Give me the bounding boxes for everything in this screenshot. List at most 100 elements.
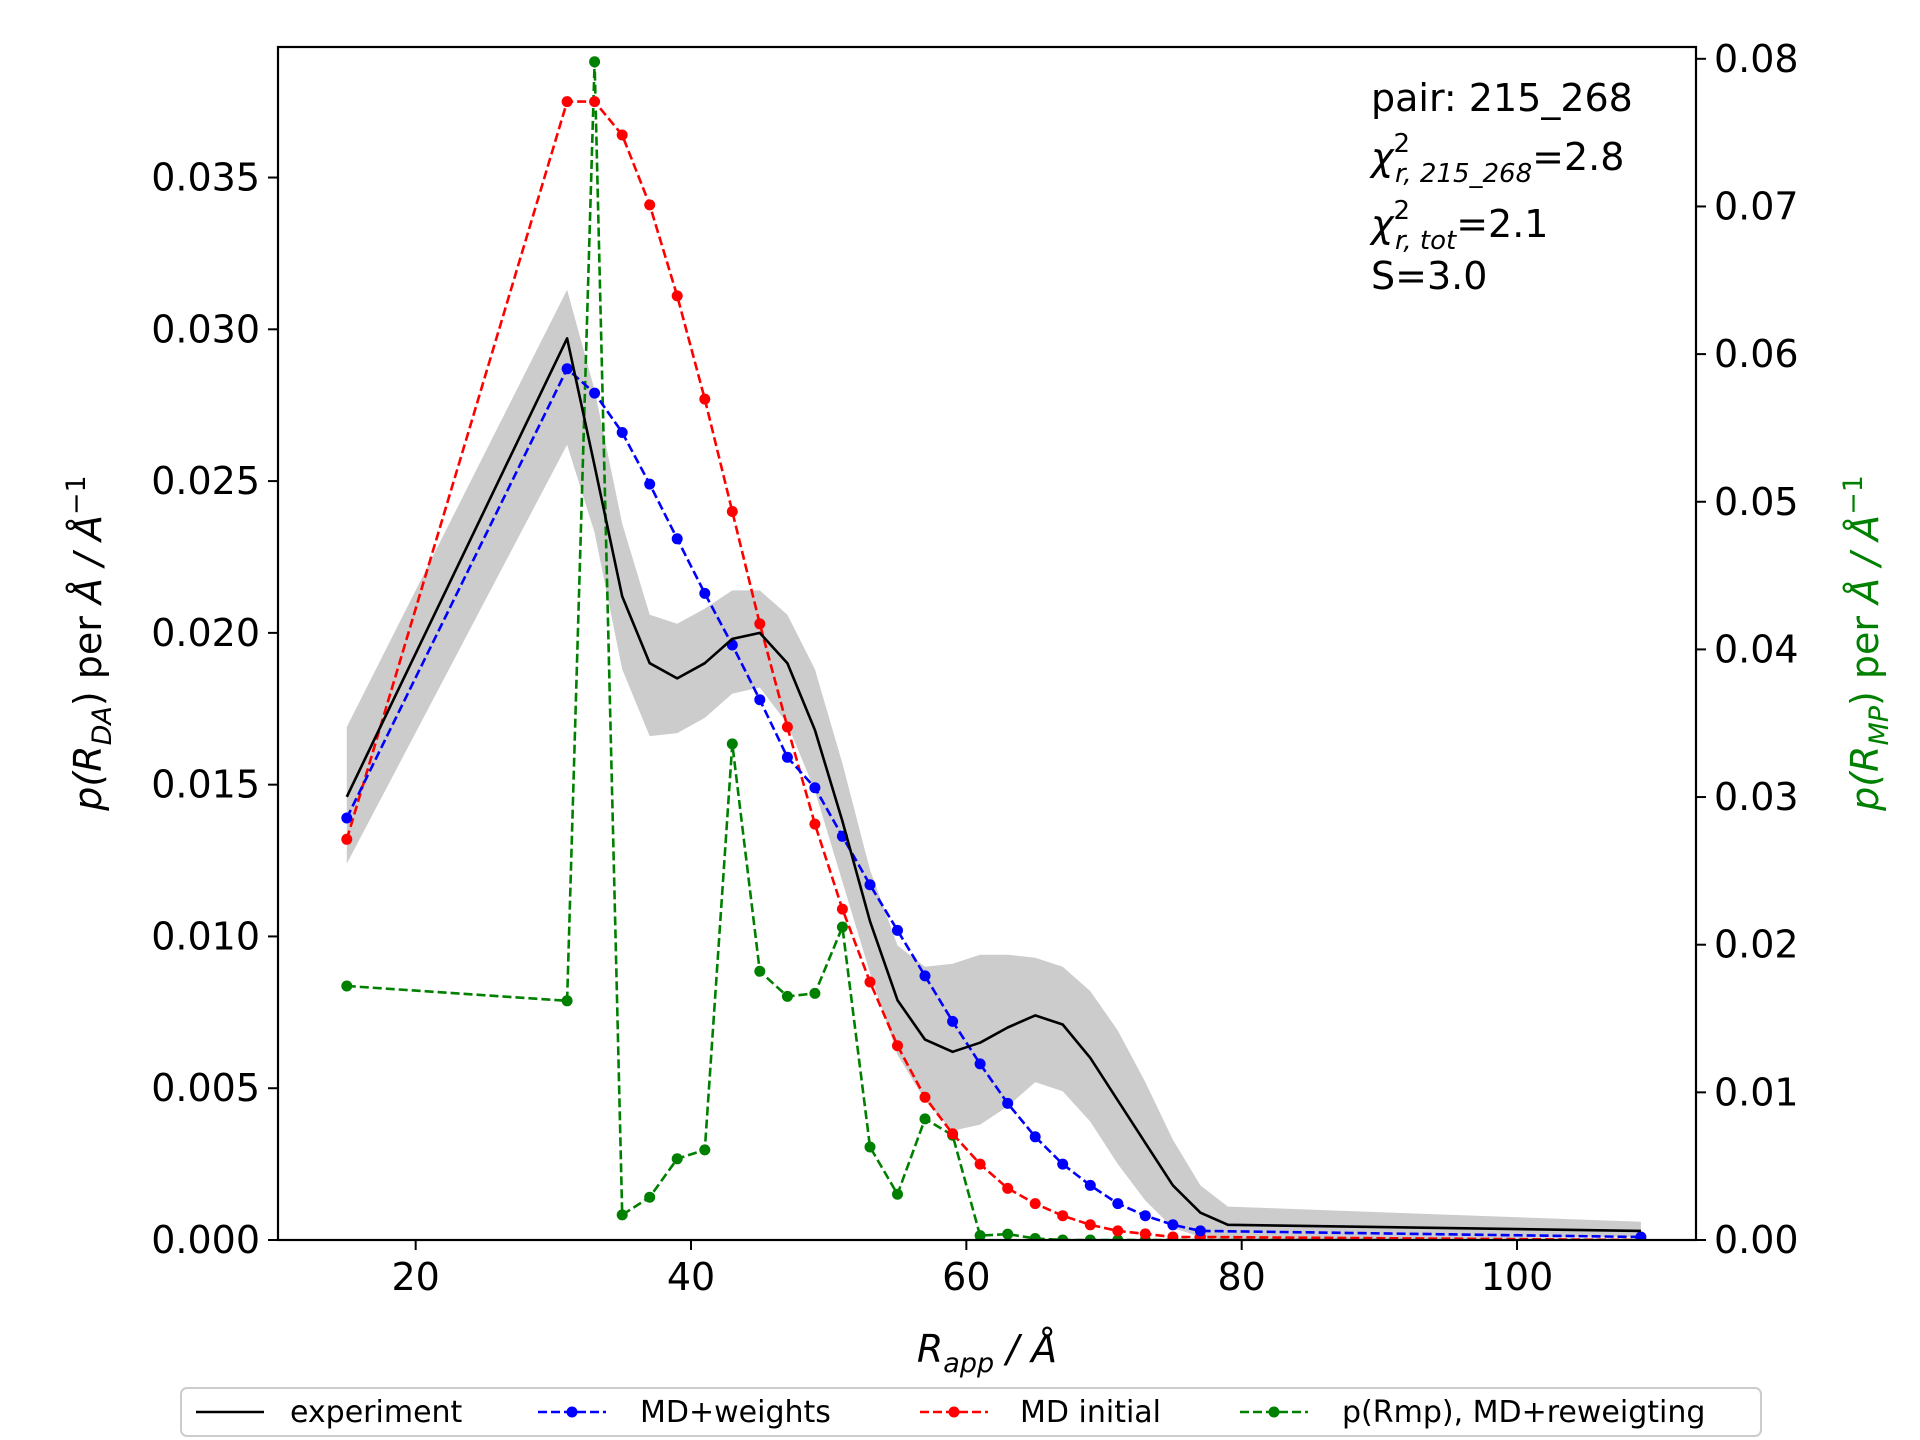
x-axis-label: Rapp / Å (917, 1327, 1057, 1379)
series-md-initial (341, 96, 1647, 1240)
legend-label: p(Rmp), MD+reweigting (1342, 1395, 1705, 1430)
chi-symbol: χ (1369, 135, 1395, 179)
data-point-md-weights (644, 478, 656, 490)
data-point-md-initial (616, 129, 628, 141)
data-point-md-initial (1112, 1225, 1124, 1237)
data-point-md-initial (754, 618, 766, 630)
y-left-tick-label: 0.010 (151, 914, 260, 958)
series-layer (341, 56, 1647, 1240)
y-axis-right: 0.00 0.01 0.02 0.03 0.04 0.05 0.06 0.07 0.08 (1696, 37, 1799, 1262)
legend-marker (566, 1406, 578, 1418)
chi-value: =2.8 (1532, 135, 1624, 179)
series-experiment (345, 337, 1641, 1233)
data-point-p-rmp-md-reweigting (671, 1153, 683, 1165)
y-axis-left-label: p(RDA) per Å / Å−1 (61, 475, 118, 812)
series-md-weights (341, 363, 1647, 1240)
chi-value: =2.1 (1456, 202, 1548, 246)
data-point-p-rmp-md-reweigting (341, 980, 353, 992)
legend: experiment MD+weights MD initial p(Rmp), MD… (180, 1387, 1762, 1437)
data-point-md-weights (947, 1015, 959, 1027)
data-point-md-weights (699, 587, 711, 599)
data-point-md-initial (589, 96, 601, 108)
data-point-md-initial (947, 1128, 959, 1140)
series-line-md-weights (345, 367, 1641, 1239)
y-left-tick-label: 0.025 (151, 459, 260, 503)
data-point-p-rmp-md-reweigting (809, 987, 821, 999)
y-right-tick-label: 0.02 (1714, 923, 1799, 967)
yl-label-pre: p(R (66, 745, 110, 811)
data-point-md-weights (892, 924, 903, 936)
yr-label-mid: ) per (1843, 604, 1887, 706)
x-label-unit: / Å (994, 1327, 1057, 1371)
annotation-s: S=3.0 (1371, 254, 1487, 298)
chi-sub: r, 215_268 (1395, 159, 1532, 189)
y-left-tick-label: 0.030 (151, 307, 260, 351)
yr-label-sup: −1 (1838, 475, 1869, 515)
data-point-md-initial (974, 1158, 986, 1170)
yr-label-unit: Å / Å (1843, 515, 1887, 607)
x-axis: 20 40 60 80 100 (391, 1240, 1553, 1299)
legend-frame (180, 1387, 1762, 1437)
y-axis-right-label: p(RMP) per Å / Å−1 (1838, 475, 1895, 812)
y-right-tick-label: 0.03 (1714, 775, 1799, 819)
chi-sub: r, tot (1395, 226, 1457, 256)
data-point-md-weights (561, 363, 573, 375)
legend-label: experiment (290, 1395, 463, 1430)
annotation-box: pair: 215_268 χ2 r, 215_268=2.8 χ2 r, tot=… (1369, 76, 1633, 298)
y-right-tick-label: 0.08 (1714, 37, 1799, 81)
data-point-md-weights (1139, 1210, 1151, 1222)
data-point-p-rmp-md-reweigting (1057, 1234, 1069, 1240)
yr-label-sub: MP (1864, 705, 1895, 745)
data-point-md-initial (836, 903, 848, 915)
data-point-md-weights (781, 751, 793, 763)
data-point-md-weights (974, 1058, 986, 1070)
data-point-md-weights (1112, 1198, 1124, 1210)
data-point-p-rmp-md-reweigting (892, 1188, 903, 1200)
y-left-tick-label: 0.005 (151, 1066, 260, 1110)
data-point-md-initial (341, 833, 353, 845)
legend-label: MD+weights (640, 1395, 831, 1430)
yr-label-pre: p(R (1843, 746, 1887, 812)
legend-marker (1268, 1406, 1280, 1418)
data-point-md-weights (341, 812, 353, 824)
data-point-p-rmp-md-reweigting (726, 738, 738, 750)
legend-item-md-weights: MD+weights (538, 1395, 831, 1430)
legend-item-md-initial: MD initial (920, 1395, 1161, 1430)
data-point-p-rmp-md-reweigting (974, 1230, 986, 1240)
y-right-tick-label: 0.06 (1714, 332, 1799, 376)
data-point-p-rmp-md-reweigting (1029, 1233, 1041, 1240)
data-point-p-rmp-md-reweigting (1084, 1234, 1096, 1240)
data-point-md-weights (671, 533, 683, 545)
legend-item-experiment: experiment (196, 1395, 463, 1430)
y-right-tick-label: 0.04 (1714, 627, 1799, 671)
y-left-tick-label: 0.000 (151, 1218, 260, 1262)
y-right-tick-label: 0.00 (1714, 1218, 1799, 1262)
data-point-p-rmp-md-reweigting (616, 1209, 628, 1221)
data-point-p-rmp-md-reweigting (781, 990, 793, 1002)
data-point-md-initial (1029, 1198, 1041, 1210)
annotation-pair: pair: 215_268 (1371, 76, 1633, 120)
data-point-md-initial (892, 1040, 903, 1052)
data-point-p-rmp-md-reweigting (919, 1113, 931, 1125)
y-left-tick-label: 0.015 (151, 763, 260, 807)
data-point-md-initial (1002, 1182, 1014, 1194)
band-layer (346, 289, 1641, 1240)
x-tick-label: 60 (942, 1255, 990, 1299)
y-axis-left: 0.000 0.005 0.010 0.015 0.020 0.025 0.030 0.035 (151, 156, 278, 1262)
data-point-md-initial (1139, 1228, 1151, 1240)
data-point-md-weights (1029, 1131, 1041, 1143)
series-line-p-rmp-md-reweigting (346, 60, 1641, 1240)
experiment-uncertainty-band (346, 289, 1641, 1240)
data-point-md-weights (1194, 1225, 1206, 1237)
x-tick-label: 40 (667, 1255, 715, 1299)
data-point-p-rmp-md-reweigting (864, 1141, 876, 1153)
data-point-md-initial (726, 506, 738, 517)
data-point-md-weights (1167, 1219, 1179, 1231)
chi-sup: 2 (1394, 196, 1411, 226)
chi-sup: 2 (1394, 129, 1411, 159)
yl-label-sub: DA (87, 706, 118, 745)
y-right-tick-label: 0.05 (1714, 480, 1799, 524)
plot-frame (276, 45, 1698, 1242)
